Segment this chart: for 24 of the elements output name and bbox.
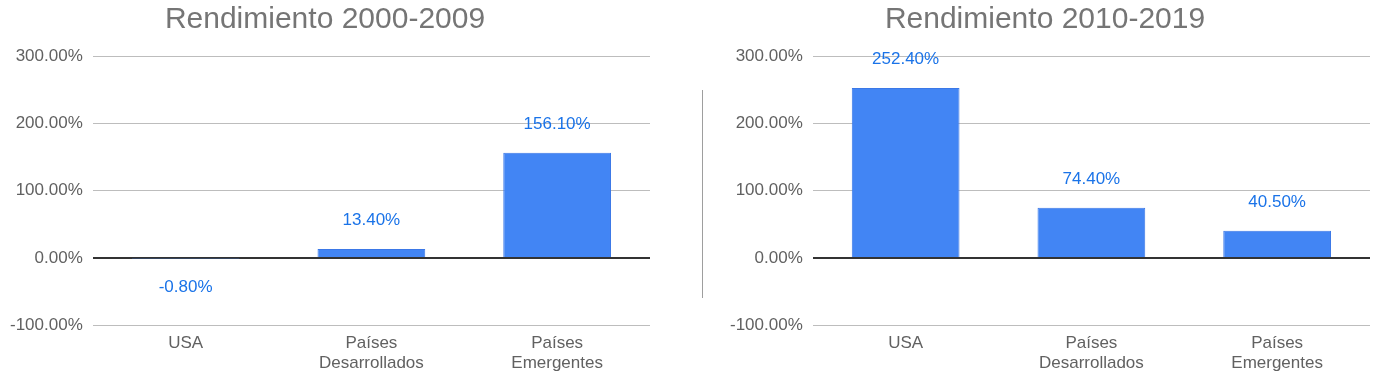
x-tick-label: USA <box>888 333 924 353</box>
data-label: 74.40% <box>1062 169 1121 189</box>
y-tick-label: 0.00% <box>34 247 83 267</box>
y-tick-label: -100.00% <box>9 314 83 334</box>
y-tick-label: 200.00% <box>15 112 83 132</box>
data-label: -0.80% <box>158 276 213 296</box>
x-tick-label: Países Desarrollados <box>318 333 424 373</box>
data-label: 13.40% <box>342 210 401 230</box>
y-tick-label: 100.00% <box>735 180 803 200</box>
y-tick-label: 300.00% <box>15 45 83 65</box>
y-tick-label: 100.00% <box>15 180 83 200</box>
chart-title: Rendimiento 2010-2019 <box>884 1 1206 35</box>
y-tick-label: -100.00% <box>729 314 803 334</box>
y-tick-label: 300.00% <box>735 45 803 65</box>
data-label: 252.40% <box>872 49 940 69</box>
y-tick-label: 0.00% <box>754 247 803 267</box>
x-tick-label: Países Desarrollados <box>1038 333 1144 373</box>
y-tick-label: 200.00% <box>735 112 803 132</box>
chart-title: Rendimiento 2000-2009 <box>164 1 486 35</box>
x-tick-label: Países Emergentes <box>1231 333 1323 373</box>
x-tick-label: Países Emergentes <box>511 333 603 373</box>
x-tick-label: USA <box>168 333 204 353</box>
data-label: 156.10% <box>523 114 591 134</box>
data-label: 40.50% <box>1248 191 1306 211</box>
